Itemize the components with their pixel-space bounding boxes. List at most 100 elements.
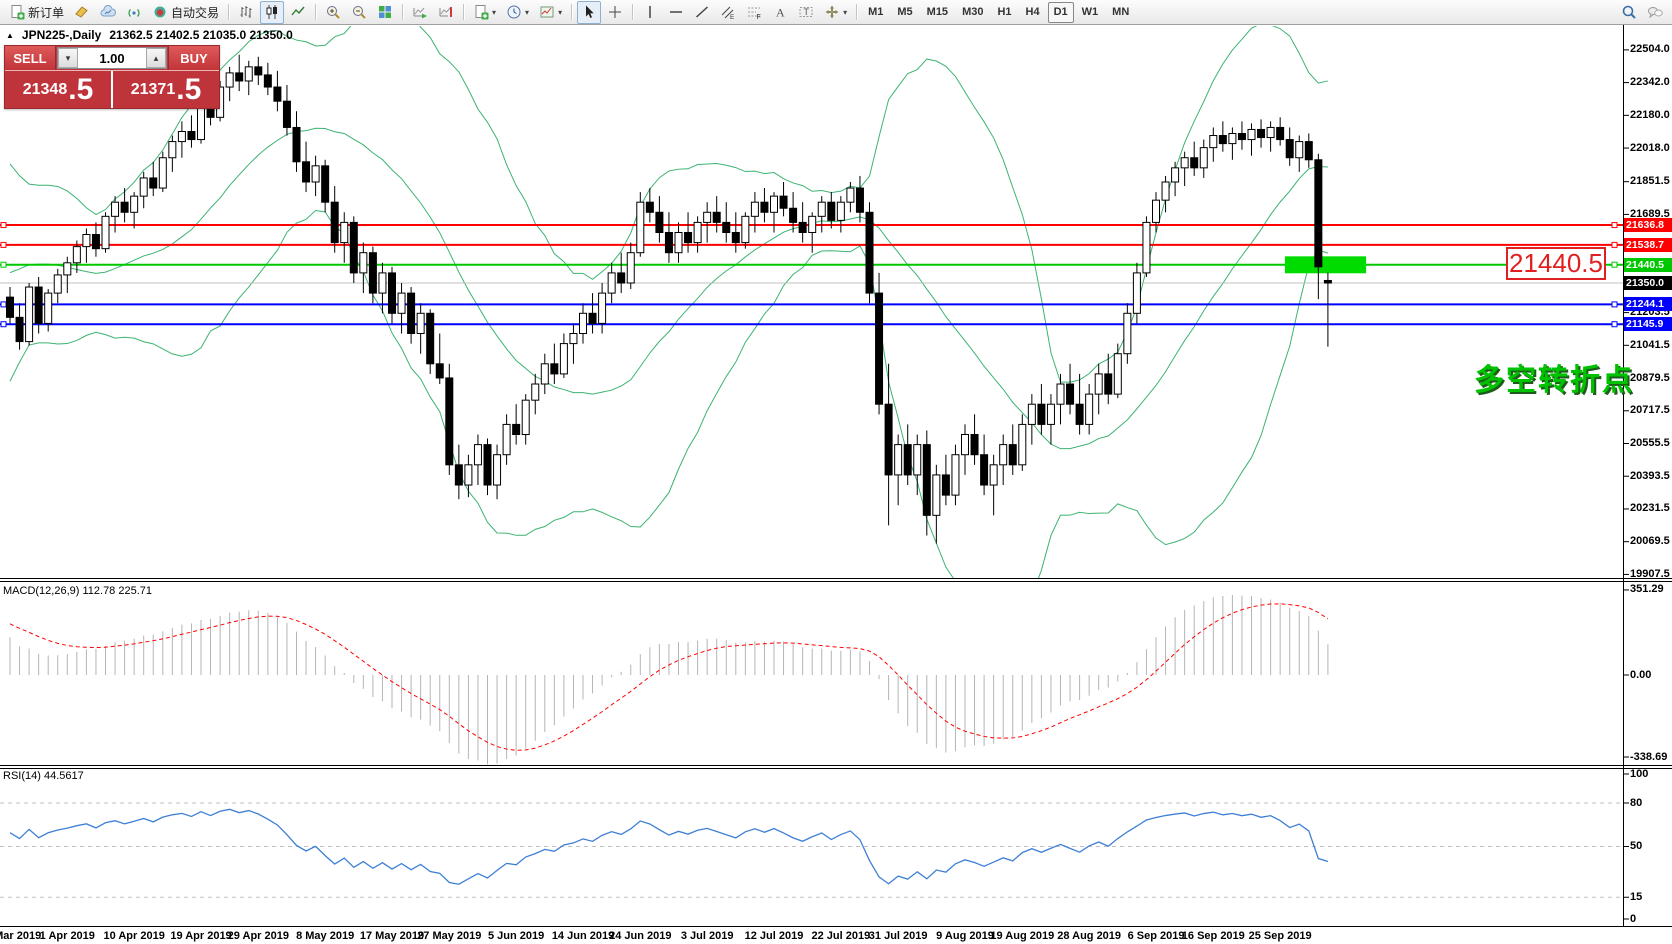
volume-value[interactable]: 1.00 xyxy=(99,50,125,66)
arrows-dropdown-icon[interactable]: ▾ xyxy=(843,7,848,17)
chat-button[interactable] xyxy=(1643,1,1667,24)
chat-icon xyxy=(1647,4,1663,20)
timeframe-button-D1[interactable]: D1 xyxy=(1047,1,1074,23)
date-axis-label: 14 Jun 2019 xyxy=(551,930,615,942)
periods-button[interactable]: ▾ xyxy=(502,1,533,24)
buy-button[interactable]: BUY xyxy=(168,46,219,70)
rsi-axis-tick-label: 15 xyxy=(1630,890,1643,903)
macd-axis-tick-label: 0.00 xyxy=(1630,668,1652,681)
price-level-tag: 21145.9 xyxy=(1624,317,1672,332)
rsi-axis-tick-label: 100 xyxy=(1630,767,1649,780)
horizontal-line-icon xyxy=(668,4,684,20)
periods-icon xyxy=(506,4,522,20)
timeframe-button-MN[interactable]: MN xyxy=(1112,5,1130,18)
timeframe-button-M1[interactable]: M1 xyxy=(868,5,884,18)
new-chart-button[interactable]: ▾ xyxy=(469,1,500,24)
templates-dropdown-icon[interactable]: ▾ xyxy=(558,7,563,17)
sell-price-frac: .5 xyxy=(68,72,94,106)
price-annotation-box[interactable]: 21440.5 xyxy=(1506,247,1606,280)
chart-shift-button[interactable] xyxy=(434,1,458,24)
autotrade-button[interactable]: 自动交易 xyxy=(148,1,223,24)
level-lines[interactable] xyxy=(0,222,1623,328)
quotes-icon xyxy=(74,4,90,20)
buy-price[interactable]: 21371.5 xyxy=(113,71,219,108)
chart-shift-icon xyxy=(438,4,454,20)
auto-scroll-button[interactable] xyxy=(408,1,432,24)
templates-button[interactable]: ▾ xyxy=(535,1,566,24)
date-axis-label: 19 Aug 2019 xyxy=(990,930,1055,942)
arrows-button[interactable]: ▾ xyxy=(820,1,851,24)
chart-title: JPN225-,Daily xyxy=(21,28,102,42)
highlight-rectangle[interactable] xyxy=(1284,256,1367,274)
toolbar-separator xyxy=(315,4,317,20)
chart-ohlc-values: 21362.5 21402.5 21035.0 21350.0 xyxy=(109,28,293,42)
one-click-trading-panel: SELL ▾ 1.00 ▴ BUY 21348.5 21371.5 xyxy=(4,45,220,109)
date-axis-label: 24 Jun 2019 xyxy=(609,930,672,942)
turning-point-label[interactable]: 多空转折点 xyxy=(1474,364,1634,397)
templates-icon xyxy=(539,4,555,20)
collapse-arrow-icon[interactable]: ▲ xyxy=(6,30,14,40)
rsi-indicator-label: RSI(14) 44.5617 xyxy=(3,770,84,782)
date-axis-label: 22 Mar 2019 xyxy=(0,930,42,942)
text-label-button[interactable]: T xyxy=(794,1,818,24)
trendline-button[interactable] xyxy=(690,1,714,24)
line-chart-button[interactable] xyxy=(286,1,310,24)
cursor-button[interactable] xyxy=(577,0,602,24)
timeframe-button-M15[interactable]: M15 xyxy=(926,5,949,18)
market-watch-button[interactable] xyxy=(96,1,120,24)
new-order-button[interactable]: 新订单 xyxy=(5,1,68,24)
toolbar-separator xyxy=(856,4,858,20)
new-order-icon xyxy=(9,4,25,20)
text-icon: A xyxy=(772,4,788,20)
toolbar-separator xyxy=(571,4,573,20)
new-chart-dropdown-icon[interactable]: ▾ xyxy=(492,7,497,17)
volume-increase-button[interactable]: ▴ xyxy=(146,48,166,68)
sell-button[interactable]: SELL xyxy=(5,46,56,70)
sell-price[interactable]: 21348.5 xyxy=(5,71,111,108)
buy-price-frac: .5 xyxy=(176,72,202,106)
periods-dropdown-icon[interactable]: ▾ xyxy=(525,7,530,17)
candlestick-chart-button[interactable] xyxy=(260,0,285,24)
buy-price-int: 21371 xyxy=(130,80,176,98)
crosshair-button[interactable] xyxy=(603,1,627,24)
cursor-icon xyxy=(581,4,597,20)
timeframe-button-W1[interactable]: W1 xyxy=(1081,5,1099,18)
volume-spinner: ▾ 1.00 ▴ xyxy=(57,47,167,69)
zoom-out-button[interactable] xyxy=(347,1,371,24)
date-axis-label: 16 Sep 2019 xyxy=(1181,930,1245,942)
timeframe-button-H1[interactable]: H1 xyxy=(997,5,1012,18)
quotes-button[interactable] xyxy=(70,1,94,24)
date-axis-label: 22 Jul 2019 xyxy=(811,930,871,942)
date-axis-label: 25 Sep 2019 xyxy=(1248,930,1312,942)
vertical-line-icon xyxy=(642,4,658,20)
timeframe-button-M5[interactable]: M5 xyxy=(897,5,913,18)
new-chart-icon xyxy=(473,4,489,20)
candlestick-chart-icon xyxy=(264,4,280,20)
vertical-line-button[interactable] xyxy=(638,1,662,24)
date-axis-label: 1 Apr 2019 xyxy=(39,930,95,942)
search-button[interactable] xyxy=(1617,1,1641,24)
autotrade-label: 自动交易 xyxy=(171,5,220,20)
price-axis-tick-label: 20393.5 xyxy=(1630,469,1670,482)
toolbar-separator xyxy=(402,4,404,20)
timeframe-button-M30[interactable]: M30 xyxy=(962,5,984,18)
bar-chart-icon xyxy=(238,4,254,20)
bar-chart-button[interactable] xyxy=(234,1,258,24)
fibonacci-button[interactable]: F xyxy=(742,1,766,24)
date-axis-label: 10 Apr 2019 xyxy=(103,930,165,942)
date-axis-label: 17 May 2019 xyxy=(359,930,425,942)
equidistant-channel-button[interactable]: E xyxy=(716,1,740,24)
toolbar-separator xyxy=(632,4,634,20)
zoom-in-button[interactable] xyxy=(321,1,345,24)
date-axis-label: 29 Apr 2019 xyxy=(227,930,289,942)
timeframe-button-H4[interactable]: H4 xyxy=(1025,5,1040,18)
price-axis-tick-label: 21041.5 xyxy=(1630,338,1670,351)
svg-text:E: E xyxy=(730,14,735,20)
volume-decrease-button[interactable]: ▾ xyxy=(58,48,78,68)
signals-button[interactable] xyxy=(122,1,146,24)
text-button[interactable]: A xyxy=(768,1,792,24)
tile-windows-button[interactable] xyxy=(373,1,397,24)
horizontal-line-button[interactable] xyxy=(664,1,688,24)
market-watch-icon xyxy=(100,4,117,20)
